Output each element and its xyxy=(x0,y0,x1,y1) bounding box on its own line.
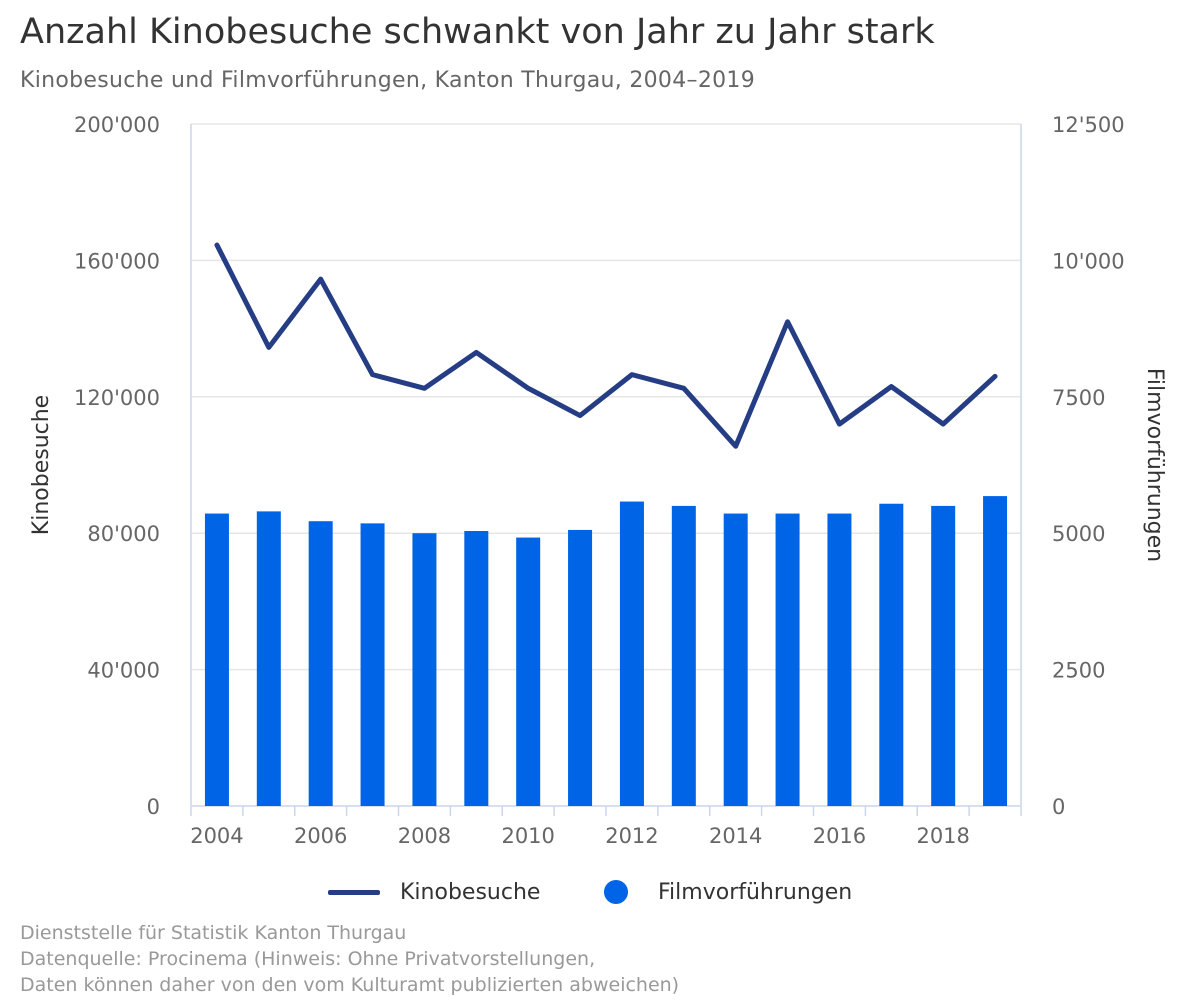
x-tick-label: 2006 xyxy=(294,824,347,848)
bar-filmvorfuehrungen xyxy=(412,533,437,806)
bar-filmvorfuehrungen xyxy=(360,523,385,806)
y-left-axis-title: Kinobesuche xyxy=(29,395,54,535)
x-tick-label: 2014 xyxy=(709,824,762,848)
footer: Dienststelle für Statistik Kanton Thurga… xyxy=(20,920,679,998)
bar-filmvorfuehrungen xyxy=(671,505,696,806)
y-left-tick-label: 0 xyxy=(147,795,160,819)
line-kinobesuche xyxy=(214,242,998,449)
bar-filmvorfuehrungen xyxy=(308,521,333,806)
x-tick-label: 2008 xyxy=(398,824,451,848)
x-tick-label: 2010 xyxy=(501,824,554,848)
x-tick-label: 2018 xyxy=(916,824,969,848)
bar-filmvorfuehrungen xyxy=(568,529,593,806)
y-right-axis-title: Filmvorführungen xyxy=(1142,368,1167,562)
y-left-tick-label: 120'000 xyxy=(74,386,160,410)
y-left-tick-label: 200'000 xyxy=(74,113,160,137)
footer-note: Daten können daher von den vom Kulturamt… xyxy=(20,974,680,996)
x-tick-label: 2012 xyxy=(605,824,658,848)
y-right-tick-label: 0 xyxy=(1052,795,1065,819)
legend-label-kinobesuche: Kinobesuche xyxy=(400,879,541,905)
bar-filmvorfuehrungen xyxy=(827,513,852,806)
legend-dot-swatch xyxy=(604,880,628,904)
y-right-tick-label: 2500 xyxy=(1052,659,1105,683)
legend: Kinobesuche Filmvorführungen xyxy=(0,872,1200,912)
y-left-tick-label: 160'000 xyxy=(74,249,160,273)
bar-filmvorfuehrungen xyxy=(723,513,748,806)
legend-item-filmvorfuehrungen[interactable]: Filmvorführungen xyxy=(604,872,852,912)
x-tick-label: 2004 xyxy=(190,824,243,848)
bar-filmvorfuehrungen xyxy=(619,501,644,806)
bar-filmvorfuehrungen xyxy=(879,503,904,806)
legend-line-swatch xyxy=(328,889,380,895)
bar-filmvorfuehrungen xyxy=(516,537,541,806)
x-tick-label: 2016 xyxy=(813,824,866,848)
y-right-tick-label: 5000 xyxy=(1052,522,1105,546)
y-right-tick-label: 12'500 xyxy=(1052,113,1125,137)
footer-credit: Dienststelle für Statistik Kanton Thurga… xyxy=(20,922,407,944)
bar-filmvorfuehrungen xyxy=(204,513,229,806)
bar-filmvorfuehrungen xyxy=(983,496,1008,806)
y-left-tick-label: 40'000 xyxy=(87,659,160,683)
y-right-tick-label: 7500 xyxy=(1052,386,1105,410)
y-right-tick-label: 10'000 xyxy=(1052,249,1125,273)
bar-filmvorfuehrungen xyxy=(775,513,800,806)
legend-label-filmvorfuehrungen: Filmvorführungen xyxy=(658,879,853,905)
bar-filmvorfuehrungen xyxy=(931,505,956,806)
chart-subtitle: Kinobesuche und Filmvorführungen, Kanton… xyxy=(20,68,756,93)
combo-chart: 0 0 40'000 2500 80'000 5000 120'000 7500 160'000… xyxy=(29,113,1167,848)
bar-filmvorfuehrungen xyxy=(464,531,489,806)
footer-source: Datenquelle: Procinema (Hinweis: Ohne Pr… xyxy=(20,948,596,970)
y-left-tick-label: 80'000 xyxy=(87,522,160,546)
chart-title: Anzahl Kinobesuche schwankt von Jahr zu … xyxy=(20,12,935,52)
bar-filmvorfuehrungen xyxy=(256,511,281,806)
legend-item-kinobesuche[interactable]: Kinobesuche xyxy=(328,872,540,912)
